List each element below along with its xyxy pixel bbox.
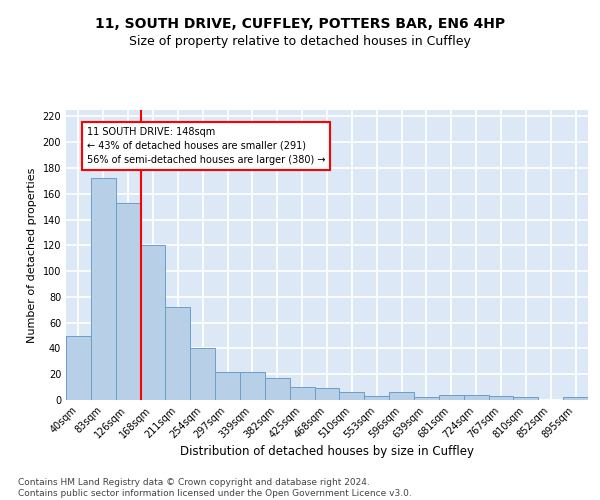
Bar [340, 392, 364, 400]
Bar [563, 398, 588, 400]
Bar [215, 372, 240, 400]
Bar [166, 307, 190, 400]
Bar [140, 246, 166, 400]
Bar [514, 398, 538, 400]
Bar [290, 387, 314, 400]
Bar [190, 348, 215, 400]
Bar [464, 395, 488, 400]
Bar [116, 203, 140, 400]
Bar [314, 388, 340, 400]
Bar [240, 372, 265, 400]
Bar [414, 398, 439, 400]
Text: 11, SOUTH DRIVE, CUFFLEY, POTTERS BAR, EN6 4HP: 11, SOUTH DRIVE, CUFFLEY, POTTERS BAR, E… [95, 18, 505, 32]
X-axis label: Distribution of detached houses by size in Cuffley: Distribution of detached houses by size … [180, 446, 474, 458]
Text: Size of property relative to detached houses in Cuffley: Size of property relative to detached ho… [129, 35, 471, 48]
Bar [66, 336, 91, 400]
Bar [91, 178, 116, 400]
Text: 11 SOUTH DRIVE: 148sqm
← 43% of detached houses are smaller (291)
56% of semi-de: 11 SOUTH DRIVE: 148sqm ← 43% of detached… [87, 127, 326, 165]
Bar [364, 396, 389, 400]
Y-axis label: Number of detached properties: Number of detached properties [27, 168, 37, 342]
Text: Contains HM Land Registry data © Crown copyright and database right 2024.
Contai: Contains HM Land Registry data © Crown c… [18, 478, 412, 498]
Bar [265, 378, 290, 400]
Bar [488, 396, 514, 400]
Bar [439, 395, 464, 400]
Bar [389, 392, 414, 400]
